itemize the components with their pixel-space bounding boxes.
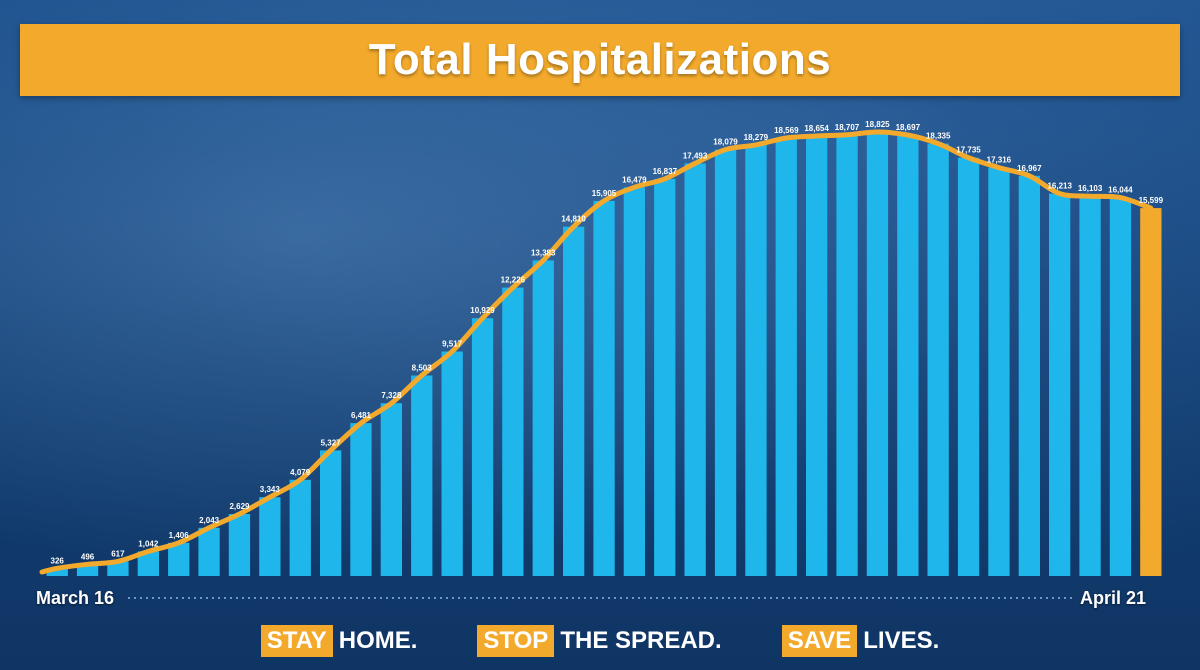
bar [320, 450, 342, 576]
bar [380, 403, 402, 576]
bar [471, 318, 494, 576]
bar [714, 149, 737, 576]
bar [350, 423, 372, 576]
bar-value-label: 18,079 [713, 138, 738, 147]
bar-value-label: 12,226 [501, 276, 526, 285]
bar-value-label: 17,493 [683, 151, 708, 160]
bar [198, 527, 220, 576]
bar [441, 351, 463, 576]
chart-title: Total Hospitalizations [368, 35, 832, 84]
bar-value-label: 326 [51, 556, 65, 565]
bar-value-label: 16,044 [1108, 186, 1133, 195]
bar [137, 551, 159, 576]
bar [411, 375, 433, 576]
bar [866, 132, 889, 576]
bar [46, 568, 68, 576]
bars-group [46, 132, 1162, 577]
slogan-text: LIVES. [863, 627, 940, 654]
bar [988, 167, 1010, 576]
bar-value-label: 18,279 [744, 133, 769, 142]
x-axis-end-label: April 21 [1080, 588, 1147, 608]
bar-value-label: 10,929 [470, 306, 495, 315]
bar [806, 136, 828, 576]
bar [107, 561, 129, 576]
bar-value-label: 16,837 [653, 167, 678, 176]
bar [1049, 193, 1071, 576]
bar-value-label: 5,327 [321, 438, 342, 447]
bar-value-label: 16,967 [1017, 164, 1042, 173]
bar-value-label: 18,697 [896, 123, 921, 132]
bar-value-label: 16,479 [622, 175, 647, 184]
slogan-text: HOME. [338, 627, 418, 654]
bar [1079, 196, 1101, 576]
bar-value-label: 6,481 [351, 411, 372, 420]
slogan-stay-home: STAY HOME. [260, 625, 418, 657]
bar [289, 479, 311, 576]
title-banner: Total Hospitalizations [20, 24, 1180, 96]
bar-value-label: 18,825 [865, 120, 890, 129]
bar-value-label: 7,328 [381, 391, 402, 400]
bar-value-label: 617 [111, 549, 125, 558]
bar-value-label: 17,316 [987, 156, 1012, 165]
bar [563, 226, 585, 576]
slogan-text: THE SPREAD. [560, 627, 722, 654]
bar-value-label: 15,905 [592, 189, 617, 198]
bar [228, 514, 251, 576]
bar [259, 497, 281, 576]
bar-value-label: 496 [81, 552, 95, 561]
bar-value-label: 2,629 [229, 502, 250, 511]
trend-line [39, 129, 1154, 575]
bar-value-label: 16,213 [1047, 182, 1072, 191]
bar [76, 564, 99, 576]
bar-value-label: 8,503 [412, 364, 433, 373]
bar [775, 138, 797, 576]
slogan-highlight: SAVE [781, 625, 858, 657]
bar-value-label: 18,707 [835, 123, 860, 132]
bar-value-label: 17,735 [956, 146, 981, 155]
bar [168, 542, 190, 576]
slogan-highlight: STAY [260, 625, 333, 657]
slogan-stop-spread: STOP THE SPREAD. [477, 625, 722, 657]
x-axis-start-label: March 16 [36, 588, 115, 608]
bar-value-label: 4,079 [290, 468, 311, 477]
bar-value-label: 1,042 [138, 539, 159, 548]
bar-value-label: 3,343 [260, 485, 281, 494]
bar-value-label: 18,335 [926, 132, 951, 141]
bar-value-label: 2,043 [199, 516, 220, 525]
bar-value-label: 14,810 [561, 215, 586, 224]
bar [1109, 197, 1132, 576]
bar [502, 287, 524, 576]
bar-value-label: 9,517 [442, 340, 463, 349]
bar [654, 178, 676, 576]
bar-value-label: 1,406 [169, 531, 190, 540]
bar [684, 163, 706, 576]
bar-value-label: 18,654 [804, 124, 829, 133]
slogan-save-lives: SAVE LIVES. [781, 625, 940, 657]
bar [532, 260, 554, 576]
slogan-bar: STAY HOME. STOP THE SPREAD. SAVE LIVES. [0, 624, 1200, 658]
bar [593, 200, 615, 576]
bar [957, 157, 980, 576]
bar [836, 134, 858, 577]
bar [897, 135, 919, 576]
bar [623, 187, 645, 577]
bar [1018, 175, 1040, 577]
bar-value-label: 16,103 [1078, 184, 1103, 193]
bar-value-label: 15,599 [1139, 196, 1164, 205]
bar-value-label: 18,569 [774, 126, 799, 135]
bar-value-label: 13,383 [531, 248, 556, 257]
bar [1140, 208, 1162, 576]
value-labels-group: 326 496 617 1,042 1,406 2,043 2,629 3,343 4,079 5… [51, 120, 1164, 565]
bar [745, 144, 767, 576]
bar [927, 143, 949, 576]
slogan-highlight: STOP [477, 625, 555, 657]
